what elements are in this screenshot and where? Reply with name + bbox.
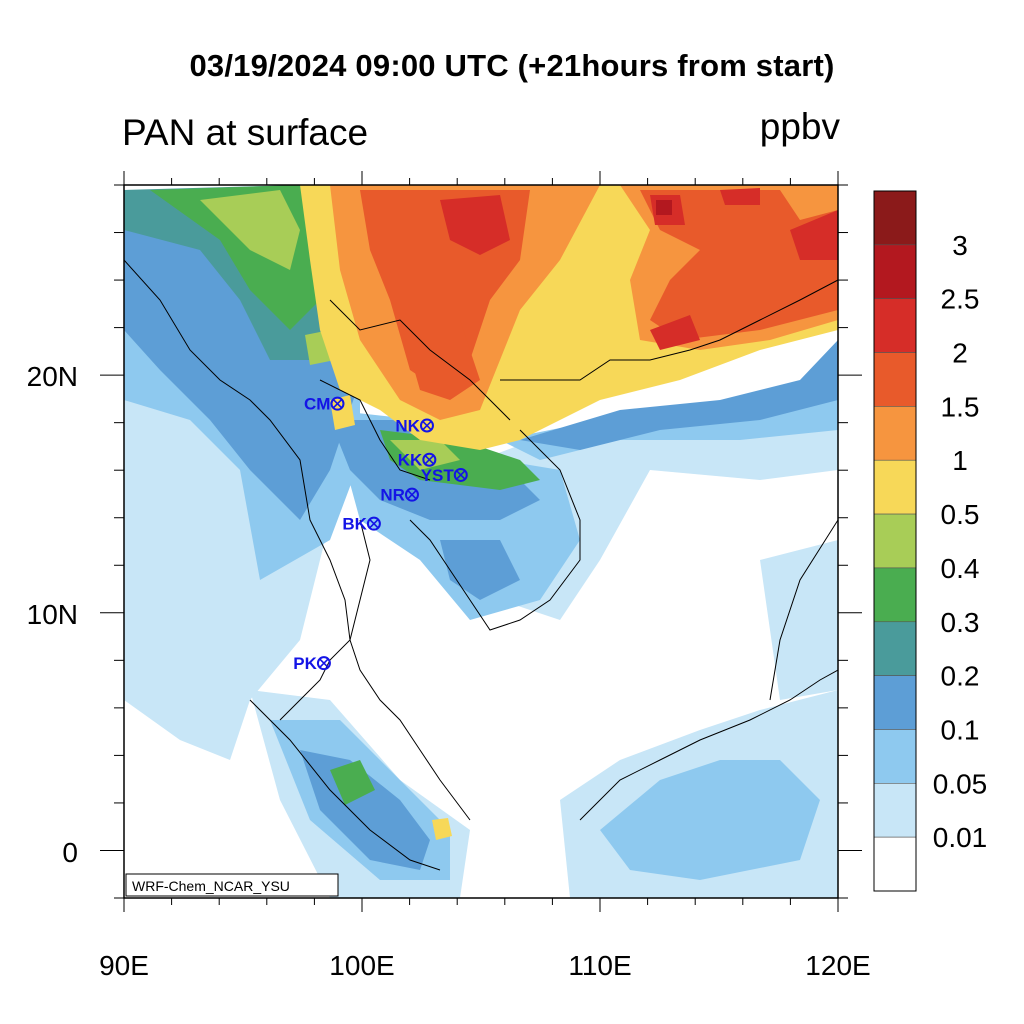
colorbar-label: 0.1 [941,714,980,745]
colorbar-swatch [873,298,917,353]
y-tick-label-10N: 10N [27,599,78,630]
model-credit: WRF-Chem_NCAR_YSU [132,878,290,894]
field-2-spot-c [720,188,760,205]
field-0.1-sumatra [300,750,430,870]
colorbar-swatch [873,836,917,892]
station-nk: NK [395,417,434,436]
concentration-field [124,185,838,898]
colorbar-label: 2 [952,338,968,369]
station-nr: NR [380,486,419,505]
station-marker-icon [366,516,381,531]
colorbar-label: 2.5 [941,284,980,315]
field-2-spot-e [790,210,838,260]
station-label: KK [398,451,423,470]
axis-labels: 90E 100E 110E 120E 20N 10N 0 [27,361,871,981]
field-0.5-cm-spot [330,395,355,430]
colorbar-label: 0.3 [941,607,980,638]
station-marker-icon [453,467,468,482]
y-tick-label-20N: 20N [27,361,78,392]
station-kk: KK [398,451,437,470]
station-pk: PK [293,654,331,673]
station-marker-icon [419,418,434,433]
field-2.5-spot [656,200,672,215]
credit-box [125,873,339,897]
colorbar-label: 0.4 [941,553,980,584]
variable-label: PAN at surface [122,112,369,153]
station-marker-icon [404,487,419,502]
plot-frame [123,184,839,899]
colorbar-label: 3 [952,230,968,261]
colorbar-label: 1.5 [941,391,980,422]
field-1.5-east [640,190,838,340]
colorbar-swatch [873,406,917,461]
station-label: NR [380,486,405,505]
colorbar-swatch [873,352,917,407]
colorbar-swatch [873,621,917,676]
colorbar-swatch [873,513,917,569]
station-label: YST [421,466,455,485]
colorbar-swatch [873,567,917,623]
colorbar-swatch [873,459,917,515]
x-tick-label-120E: 120E [805,950,870,981]
field-0.01-north-sea [480,400,838,620]
colorbar-label: 0.2 [941,661,980,692]
field-0.3-sumatra [330,760,375,805]
colorbar-swatch [873,675,917,730]
station-cm: CM [304,395,345,414]
colorbar-swatch [873,190,917,246]
colorbar-frame [873,190,917,892]
colorbar-swatch [873,783,917,838]
axis-ticks [100,171,862,912]
field-0.05-borneo [600,760,820,880]
field-2-spot-a [440,195,510,255]
x-tick-label-90E: 90E [99,950,149,981]
units-label: ppbv [759,106,840,147]
colorbar-label: 0.01 [933,822,988,853]
field-0.1-south-china [520,340,838,450]
y-tick-label-0: 0 [62,837,78,868]
station-label: CM [304,395,330,414]
field-0.01-east [760,540,838,700]
station-label: NK [395,417,420,436]
station-bk: BK [342,515,381,534]
station-marker-icon [316,656,331,671]
station-yst: YST [421,466,468,485]
station-marker-icon [422,452,437,467]
map-title: 03/19/2024 09:00 UTC (+21hours from star… [189,48,835,83]
colorbar-swatch [873,729,917,784]
field-0.5-sumatra-spot [432,818,452,840]
coastlines [124,259,838,871]
station-label: BK [342,515,367,534]
colorbar-label: 1 [952,445,968,476]
field-2-spot-d [650,315,700,350]
x-tick-label-100E: 100E [329,950,394,981]
colorbar-label: 0.5 [941,499,980,530]
station-marker-icon [330,396,345,411]
x-tick-label-110E: 110E [568,950,631,981]
station-label: PK [293,654,317,673]
colorbar: 3 2.5 2 1.5 1 0.5 0.4 0.3 0.2 0.1 0.05 0.01 [873,190,988,892]
colorbar-swatch [873,244,917,299]
colorbar-label: 0.05 [933,768,988,799]
field-0.4-north [200,190,300,270]
